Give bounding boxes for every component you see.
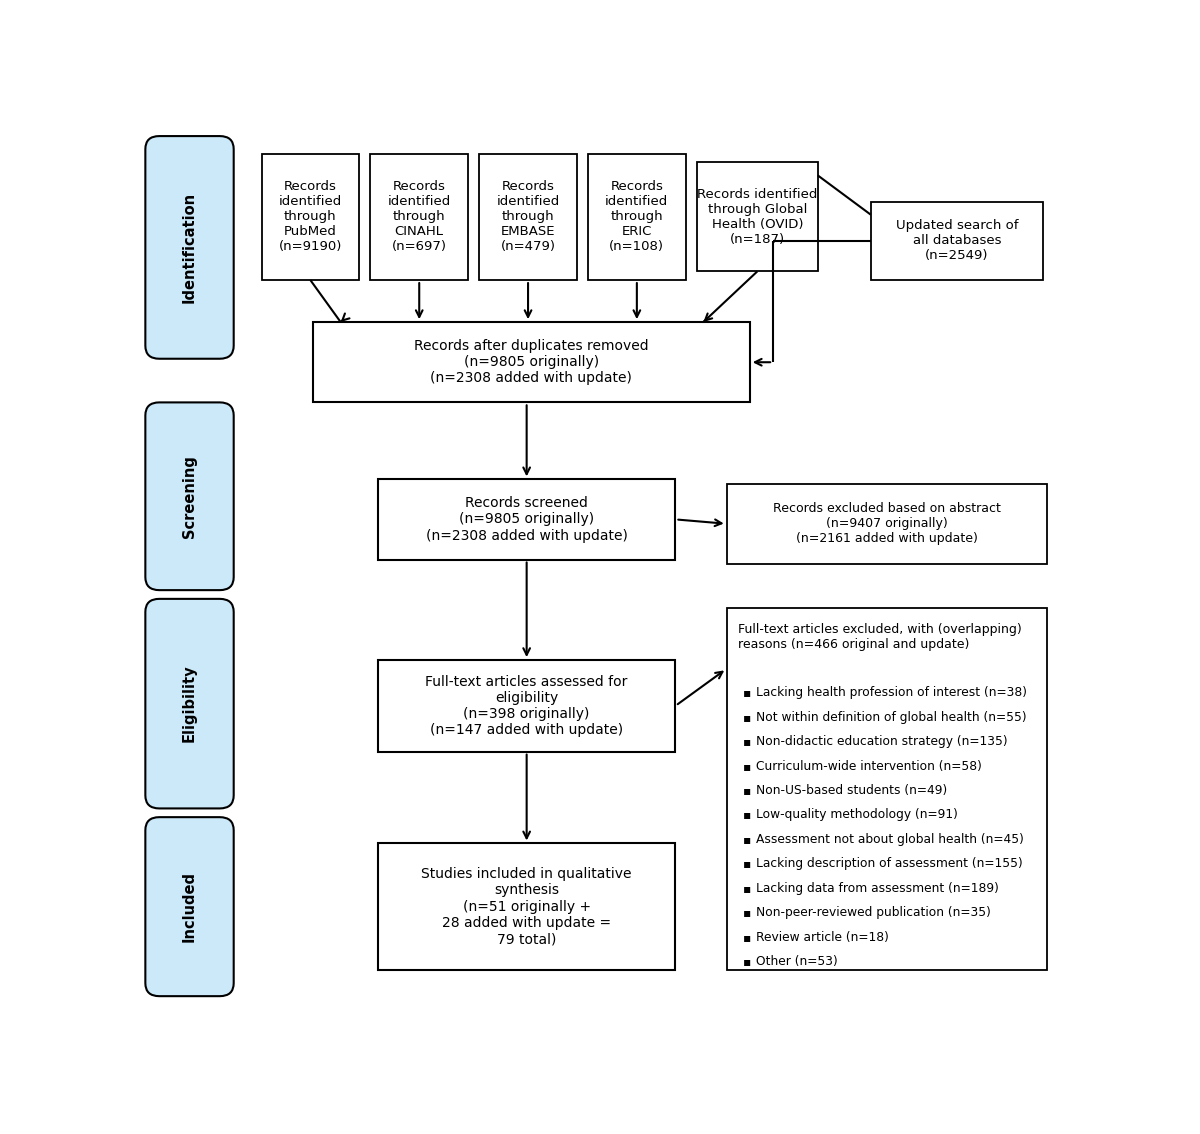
Text: Studies included in qualitative
synthesis
(n=51 originally +
28 added with updat: Studies included in qualitative synthesi…: [421, 868, 632, 946]
Text: Eligibility: Eligibility: [182, 665, 197, 743]
Text: ▪: ▪: [743, 857, 751, 870]
FancyBboxPatch shape: [871, 202, 1043, 280]
Text: Records
identified
through
CINAHL
(n=697): Records identified through CINAHL (n=697…: [388, 180, 451, 253]
Text: Records
identified
through
ERIC
(n=108): Records identified through ERIC (n=108): [605, 180, 668, 253]
Text: ▪: ▪: [743, 809, 751, 821]
FancyBboxPatch shape: [145, 599, 234, 809]
FancyBboxPatch shape: [697, 162, 817, 271]
FancyBboxPatch shape: [378, 480, 676, 559]
Text: ▪: ▪: [743, 882, 751, 895]
FancyBboxPatch shape: [378, 660, 676, 752]
Text: ▪: ▪: [743, 735, 751, 748]
Text: Lacking health profession of interest (n=38): Lacking health profession of interest (n…: [756, 686, 1027, 700]
Text: ▪: ▪: [743, 931, 751, 943]
Text: Non-peer-reviewed publication (n=35): Non-peer-reviewed publication (n=35): [756, 906, 991, 920]
Text: Records
identified
through
EMBASE
(n=479): Records identified through EMBASE (n=479…: [497, 180, 559, 253]
Text: Records identified
through Global
Health (OVID)
(n=187): Records identified through Global Health…: [697, 188, 817, 246]
FancyBboxPatch shape: [371, 153, 468, 280]
Text: Identification: Identification: [182, 192, 197, 303]
Text: Review article (n=18): Review article (n=18): [756, 931, 889, 943]
Text: ▪: ▪: [743, 711, 751, 723]
FancyBboxPatch shape: [262, 153, 359, 280]
Text: ▪: ▪: [743, 760, 751, 772]
FancyBboxPatch shape: [727, 608, 1048, 970]
Text: ▪: ▪: [743, 906, 751, 920]
Text: Lacking data from assessment (n=189): Lacking data from assessment (n=189): [756, 882, 1000, 895]
Text: Full-text articles excluded, with (overlapping)
reasons (n=466 original and upda: Full-text articles excluded, with (overl…: [738, 624, 1021, 651]
Text: Lacking description of assessment (n=155): Lacking description of assessment (n=155…: [756, 857, 1024, 870]
FancyBboxPatch shape: [479, 153, 577, 280]
FancyBboxPatch shape: [145, 818, 234, 996]
Text: Not within definition of global health (n=55): Not within definition of global health (…: [756, 711, 1027, 723]
FancyBboxPatch shape: [145, 403, 234, 590]
FancyBboxPatch shape: [378, 844, 676, 970]
Text: ▪: ▪: [743, 832, 751, 846]
Text: ▪: ▪: [743, 955, 751, 968]
Text: Full-text articles assessed for
eligibility
(n=398 originally)
(n=147 added with: Full-text articles assessed for eligibil…: [426, 675, 628, 737]
Text: ▪: ▪: [743, 686, 751, 700]
Text: Records excluded based on abstract
(n=9407 originally)
(n=2161 added with update: Records excluded based on abstract (n=94…: [773, 502, 1001, 545]
Text: Non-didactic education strategy (n=135): Non-didactic education strategy (n=135): [756, 735, 1008, 748]
Text: Records screened
(n=9805 originally)
(n=2308 added with update): Records screened (n=9805 originally) (n=…: [426, 497, 628, 542]
Text: Other (n=53): Other (n=53): [756, 955, 838, 968]
FancyBboxPatch shape: [727, 483, 1048, 564]
FancyBboxPatch shape: [313, 322, 750, 403]
Text: Records
identified
through
PubMed
(n=9190): Records identified through PubMed (n=919…: [278, 180, 342, 253]
FancyBboxPatch shape: [145, 136, 234, 358]
Text: Records after duplicates removed
(n=9805 originally)
(n=2308 added with update): Records after duplicates removed (n=9805…: [414, 339, 649, 386]
Text: Screening: Screening: [182, 455, 197, 538]
Text: ▪: ▪: [743, 784, 751, 797]
Text: Non-US-based students (n=49): Non-US-based students (n=49): [756, 784, 948, 797]
Text: Included: Included: [182, 871, 197, 942]
Text: Updated search of
all databases
(n=2549): Updated search of all databases (n=2549): [895, 219, 1018, 262]
FancyBboxPatch shape: [588, 153, 685, 280]
Text: Low-quality methodology (n=91): Low-quality methodology (n=91): [756, 809, 959, 821]
Text: Curriculum-wide intervention (n=58): Curriculum-wide intervention (n=58): [756, 760, 983, 772]
Text: Assessment not about global health (n=45): Assessment not about global health (n=45…: [756, 832, 1025, 846]
